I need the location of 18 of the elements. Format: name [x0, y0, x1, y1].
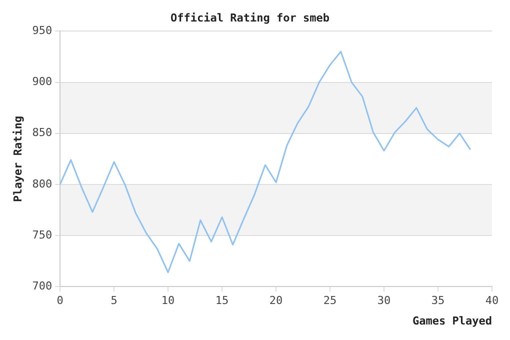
y-tick-label: 700: [32, 279, 52, 292]
y-tick-label: 750: [32, 228, 52, 242]
x-axis-title: Games Played: [412, 314, 492, 328]
x-tick-label: 35: [431, 294, 445, 308]
y-axis-title: Player Rating: [11, 116, 24, 202]
x-tick-label: 0: [56, 294, 64, 308]
x-tick-label: 40: [485, 294, 499, 308]
x-tick-label: 5: [110, 294, 118, 308]
y-tick-label: 950: [32, 24, 52, 38]
x-tick-label: 25: [323, 294, 337, 308]
x-tick-label: 15: [215, 294, 229, 308]
y-tick-label: 850: [32, 126, 52, 140]
x-tick-label: 10: [161, 294, 175, 308]
x-tick-label: 20: [269, 294, 283, 308]
x-tick-label: 30: [377, 294, 391, 308]
y-tick-label: 800: [32, 177, 52, 190]
y-tick-label: 900: [32, 75, 52, 88]
chart-title: Official Rating for smeb: [170, 11, 330, 24]
